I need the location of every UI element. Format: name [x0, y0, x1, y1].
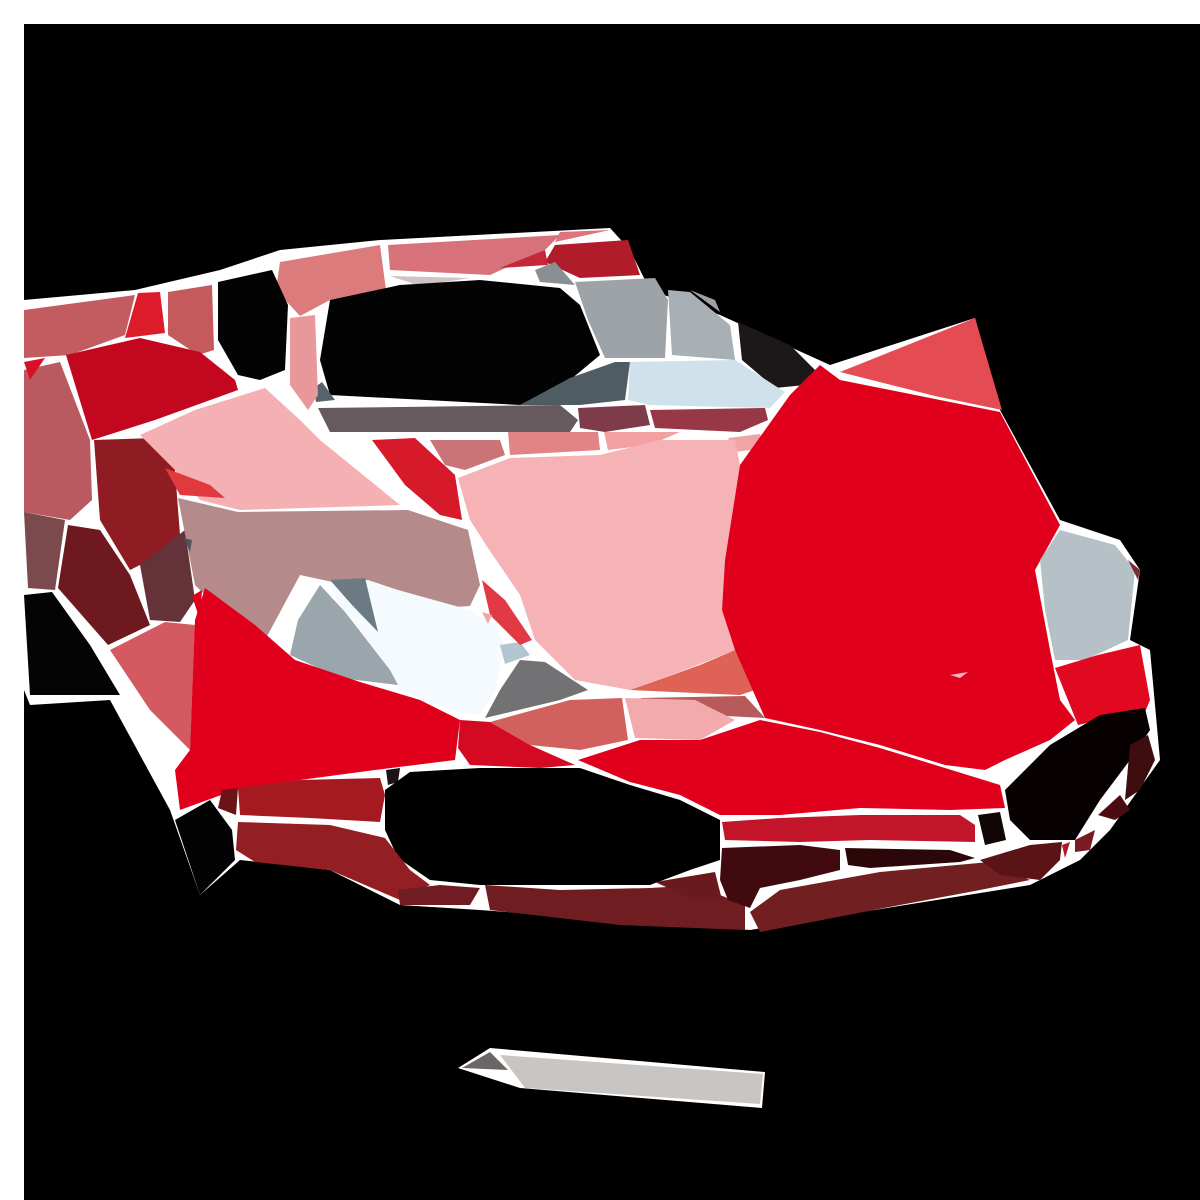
deck-panel: [650, 408, 768, 432]
front-fender: [840, 318, 1002, 410]
lower-body: [720, 845, 840, 908]
lower-body: [722, 815, 975, 842]
deck-panel: [165, 468, 225, 498]
window-trim: [314, 382, 335, 402]
lower-body: [398, 885, 480, 905]
rear-panel: [66, 338, 238, 440]
lower-body: [236, 822, 430, 900]
side-window: [330, 578, 378, 632]
hood-panel: [630, 650, 755, 695]
windshield-panel: [628, 360, 785, 408]
lower-body: [485, 885, 745, 930]
lower-body: [750, 862, 1030, 932]
roof-panel: [388, 235, 560, 275]
rear-panel: [94, 438, 180, 570]
front-fender: [722, 365, 1075, 770]
front-fender: [1055, 645, 1150, 725]
deck-panel: [508, 432, 600, 455]
side-window: [482, 612, 492, 624]
pillar-panel: [668, 290, 735, 360]
lower-body: [218, 788, 238, 815]
roof-panel: [535, 262, 575, 285]
rear-fender: [192, 590, 202, 620]
rear-panel: [58, 525, 150, 645]
deck-panel: [578, 405, 650, 432]
grille: [1062, 842, 1070, 858]
roof-panel: [545, 240, 640, 278]
rear-panel: [168, 285, 214, 355]
side-window: [500, 642, 530, 664]
grille: [1098, 795, 1130, 820]
door-panel: [578, 720, 1005, 815]
side-window: [482, 580, 532, 645]
rear-panel: [218, 270, 288, 380]
side-window: [330, 580, 505, 715]
rear-panel: [125, 292, 165, 338]
window-trim: [520, 362, 630, 405]
pillar-panel: [738, 322, 815, 388]
pillar-panel: [690, 290, 720, 312]
rear-panel: [290, 315, 318, 410]
rear-panel: [24, 358, 45, 380]
rear-panel: [110, 622, 195, 750]
side-window: [485, 660, 588, 718]
deck-panel: [372, 438, 462, 520]
pillar-panel: [575, 278, 668, 358]
deck-panel: [318, 405, 578, 432]
hood-panel: [625, 698, 735, 740]
roof-panel: [500, 250, 548, 268]
roof-panel: [390, 276, 470, 286]
deck-panel: [140, 388, 400, 510]
side-window: [290, 585, 398, 685]
deck-panel: [430, 440, 505, 470]
rear-panel: [140, 530, 195, 622]
roof-panel: [276, 245, 386, 316]
license-plate: [500, 1055, 763, 1104]
door-panel: [458, 720, 575, 768]
lower-body: [655, 872, 722, 900]
deck-panel: [178, 498, 480, 640]
rear-window: [320, 280, 600, 405]
lower-body: [175, 800, 235, 895]
rear-panel: [24, 362, 92, 520]
rear-fender: [175, 588, 460, 810]
hood-panel: [490, 698, 628, 750]
grille: [1075, 830, 1095, 852]
lower-body: [845, 848, 975, 868]
headlight: [1128, 560, 1140, 580]
rear-panel: [24, 512, 65, 590]
grille: [978, 812, 1006, 845]
rear-panel: [24, 295, 135, 358]
license-plate: [462, 1052, 508, 1070]
lower-body: [238, 778, 385, 822]
rear-panel: [24, 592, 120, 695]
deck-panel: [604, 432, 680, 450]
grille: [1125, 735, 1155, 800]
hood-panel: [458, 440, 740, 690]
deck-panel: [184, 538, 192, 552]
grille: [1005, 708, 1150, 840]
grille: [980, 842, 1062, 880]
lower-body: [386, 768, 400, 785]
front-fender: [950, 672, 968, 678]
wheel-well: [385, 768, 720, 885]
roof-panel: [555, 230, 610, 242]
headlight: [1040, 530, 1135, 660]
